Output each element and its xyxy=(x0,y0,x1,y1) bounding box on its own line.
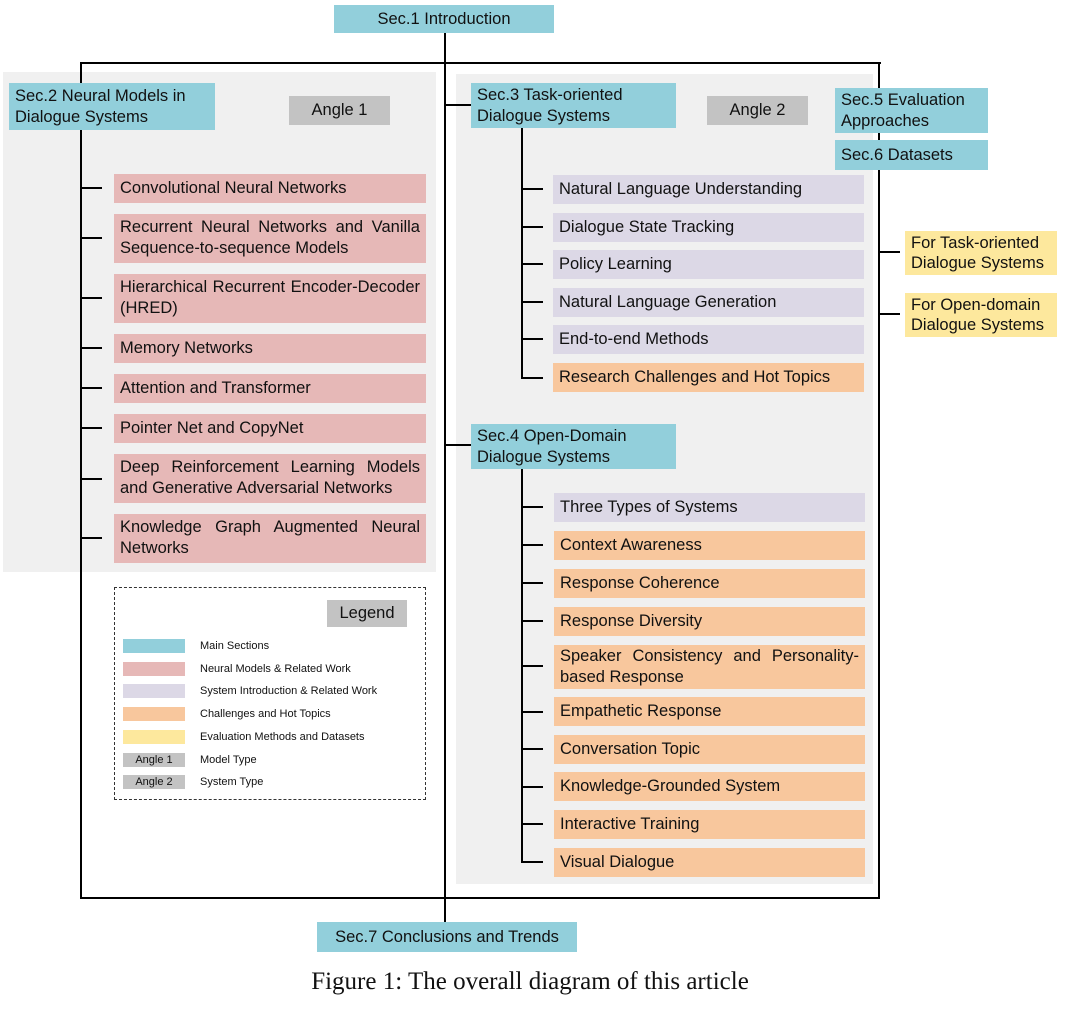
open-domain-item: Knowledge-Grounded System xyxy=(554,772,865,801)
sec4-branch xyxy=(521,506,543,508)
right-outer-line xyxy=(878,62,880,899)
open-domain-item: Three Types of Systems xyxy=(554,493,865,522)
sec2-branch xyxy=(80,237,102,239)
neural-model-item: Hierarchical Recurrent Encoder-Decoder (… xyxy=(114,274,426,323)
sec5-evaluation-box: Sec.5 Evaluation Approaches xyxy=(835,88,988,133)
legend-label: System Introduction & Related Work xyxy=(200,685,378,697)
task-oriented-item: Research Challenges and Hot Topics xyxy=(553,363,864,392)
legend-swatch-angle-2: Angle 2 xyxy=(123,775,185,789)
sec4-open-domain-box: Sec.4 Open-Domain Dialogue Systems xyxy=(471,424,676,469)
open-domain-item: Visual Dialogue xyxy=(554,848,865,877)
sec6-datasets-box: Sec.6 Datasets xyxy=(835,140,988,170)
legend-box: Legend Main Sections Neural Models & Rel… xyxy=(114,587,426,800)
open-domain-item: Context Awareness xyxy=(554,531,865,560)
legend-swatch-neural-models xyxy=(123,662,185,676)
open-domain-item: Response Coherence xyxy=(554,569,865,598)
task-oriented-item: Dialogue State Tracking xyxy=(553,213,864,242)
center-trunk xyxy=(444,62,446,922)
legend-label: System Type xyxy=(200,776,264,788)
dataset-item-task-oriented: For Task-oriented Dialogue Systems xyxy=(905,231,1057,275)
sec2-branch xyxy=(80,387,102,389)
sec4-branch xyxy=(521,582,543,584)
dataset-item-open-domain: For Open-domain Dialogue Systems xyxy=(905,293,1057,337)
sec3-tree-trunk xyxy=(521,128,523,379)
sec2-branch xyxy=(80,537,102,539)
sec3-branch xyxy=(521,338,543,340)
angle-1-label: Angle 1 xyxy=(289,96,390,125)
legend-swatch-main-sections xyxy=(123,639,185,653)
sec3-task-oriented-box: Sec.3 Task-oriented Dialogue Systems xyxy=(471,83,676,128)
sec3-branch xyxy=(521,377,543,379)
open-domain-item: Speaker Consistency and Personality-base… xyxy=(554,645,865,689)
top-connector-stem xyxy=(444,33,446,63)
datasets-branch xyxy=(878,251,900,253)
sec2-branch xyxy=(80,347,102,349)
sec4-connector xyxy=(444,444,472,446)
open-domain-item: Empathetic Response xyxy=(554,697,865,726)
neural-model-item: Attention and Transformer xyxy=(114,374,426,403)
top-connector-bar xyxy=(80,62,881,64)
legend-swatch-angle-1: Angle 1 xyxy=(123,753,185,767)
sec4-branch xyxy=(521,748,543,750)
open-domain-item: Interactive Training xyxy=(554,810,865,839)
datasets-tree-trunk xyxy=(878,170,880,315)
sec4-branch xyxy=(521,544,543,546)
neural-model-item: Convolutional Neural Networks xyxy=(114,174,426,203)
sec1-introduction-box: Sec.1 Introduction xyxy=(334,5,554,33)
sec4-branch xyxy=(521,823,543,825)
legend-label: Challenges and Hot Topics xyxy=(200,708,331,720)
bottom-outer-line xyxy=(80,897,880,899)
sec4-branch xyxy=(521,861,543,863)
open-domain-item: Response Diversity xyxy=(554,607,865,636)
sec3-branch xyxy=(521,301,543,303)
legend-swatch-evaluation xyxy=(123,730,185,744)
legend-label: Evaluation Methods and Datasets xyxy=(200,731,365,743)
sec4-branch xyxy=(521,711,543,713)
sec3-branch xyxy=(521,263,543,265)
legend-label: Model Type xyxy=(200,754,257,766)
legend-label: Main Sections xyxy=(200,640,270,652)
figure-caption: Figure 1: The overall diagram of this ar… xyxy=(311,968,749,995)
neural-model-item: Deep Reinforcement Learning Models and G… xyxy=(114,454,426,503)
task-oriented-item: End-to-end Methods xyxy=(553,325,864,354)
neural-model-item: Pointer Net and CopyNet xyxy=(114,414,426,443)
sec2-branch xyxy=(80,297,102,299)
sec4-branch xyxy=(521,620,543,622)
sec2-branch xyxy=(80,187,102,189)
sec4-branch xyxy=(521,665,543,667)
angle-2-label: Angle 2 xyxy=(707,96,808,125)
legend-title: Legend xyxy=(327,600,407,627)
sec3-branch xyxy=(521,188,543,190)
sec4-branch xyxy=(521,786,543,788)
legend-swatch-challenges xyxy=(123,707,185,721)
neural-model-item: Recurrent Neural Networks and Vanilla Se… xyxy=(114,214,426,263)
task-oriented-item: Policy Learning xyxy=(553,250,864,279)
sec2-tree-trunk xyxy=(80,130,82,539)
legend-label: Neural Models & Related Work xyxy=(200,663,351,675)
sec2-branch xyxy=(80,478,102,480)
sec3-branch xyxy=(521,226,543,228)
legend-swatch-system-intro xyxy=(123,684,185,698)
datasets-branch xyxy=(878,313,900,315)
sec2-branch xyxy=(80,427,102,429)
neural-model-item: Knowledge Graph Augmented Neural Network… xyxy=(114,514,426,563)
task-oriented-item: Natural Language Understanding xyxy=(553,175,864,204)
sec7-conclusions-box: Sec.7 Conclusions and Trends xyxy=(317,922,577,952)
sec3-connector xyxy=(444,104,472,106)
task-oriented-item: Natural Language Generation xyxy=(553,288,864,317)
open-domain-item: Conversation Topic xyxy=(554,735,865,764)
neural-model-item: Memory Networks xyxy=(114,334,426,363)
sec2-neural-models-box: Sec.2 Neural Models in Dialogue Systems xyxy=(9,83,215,130)
